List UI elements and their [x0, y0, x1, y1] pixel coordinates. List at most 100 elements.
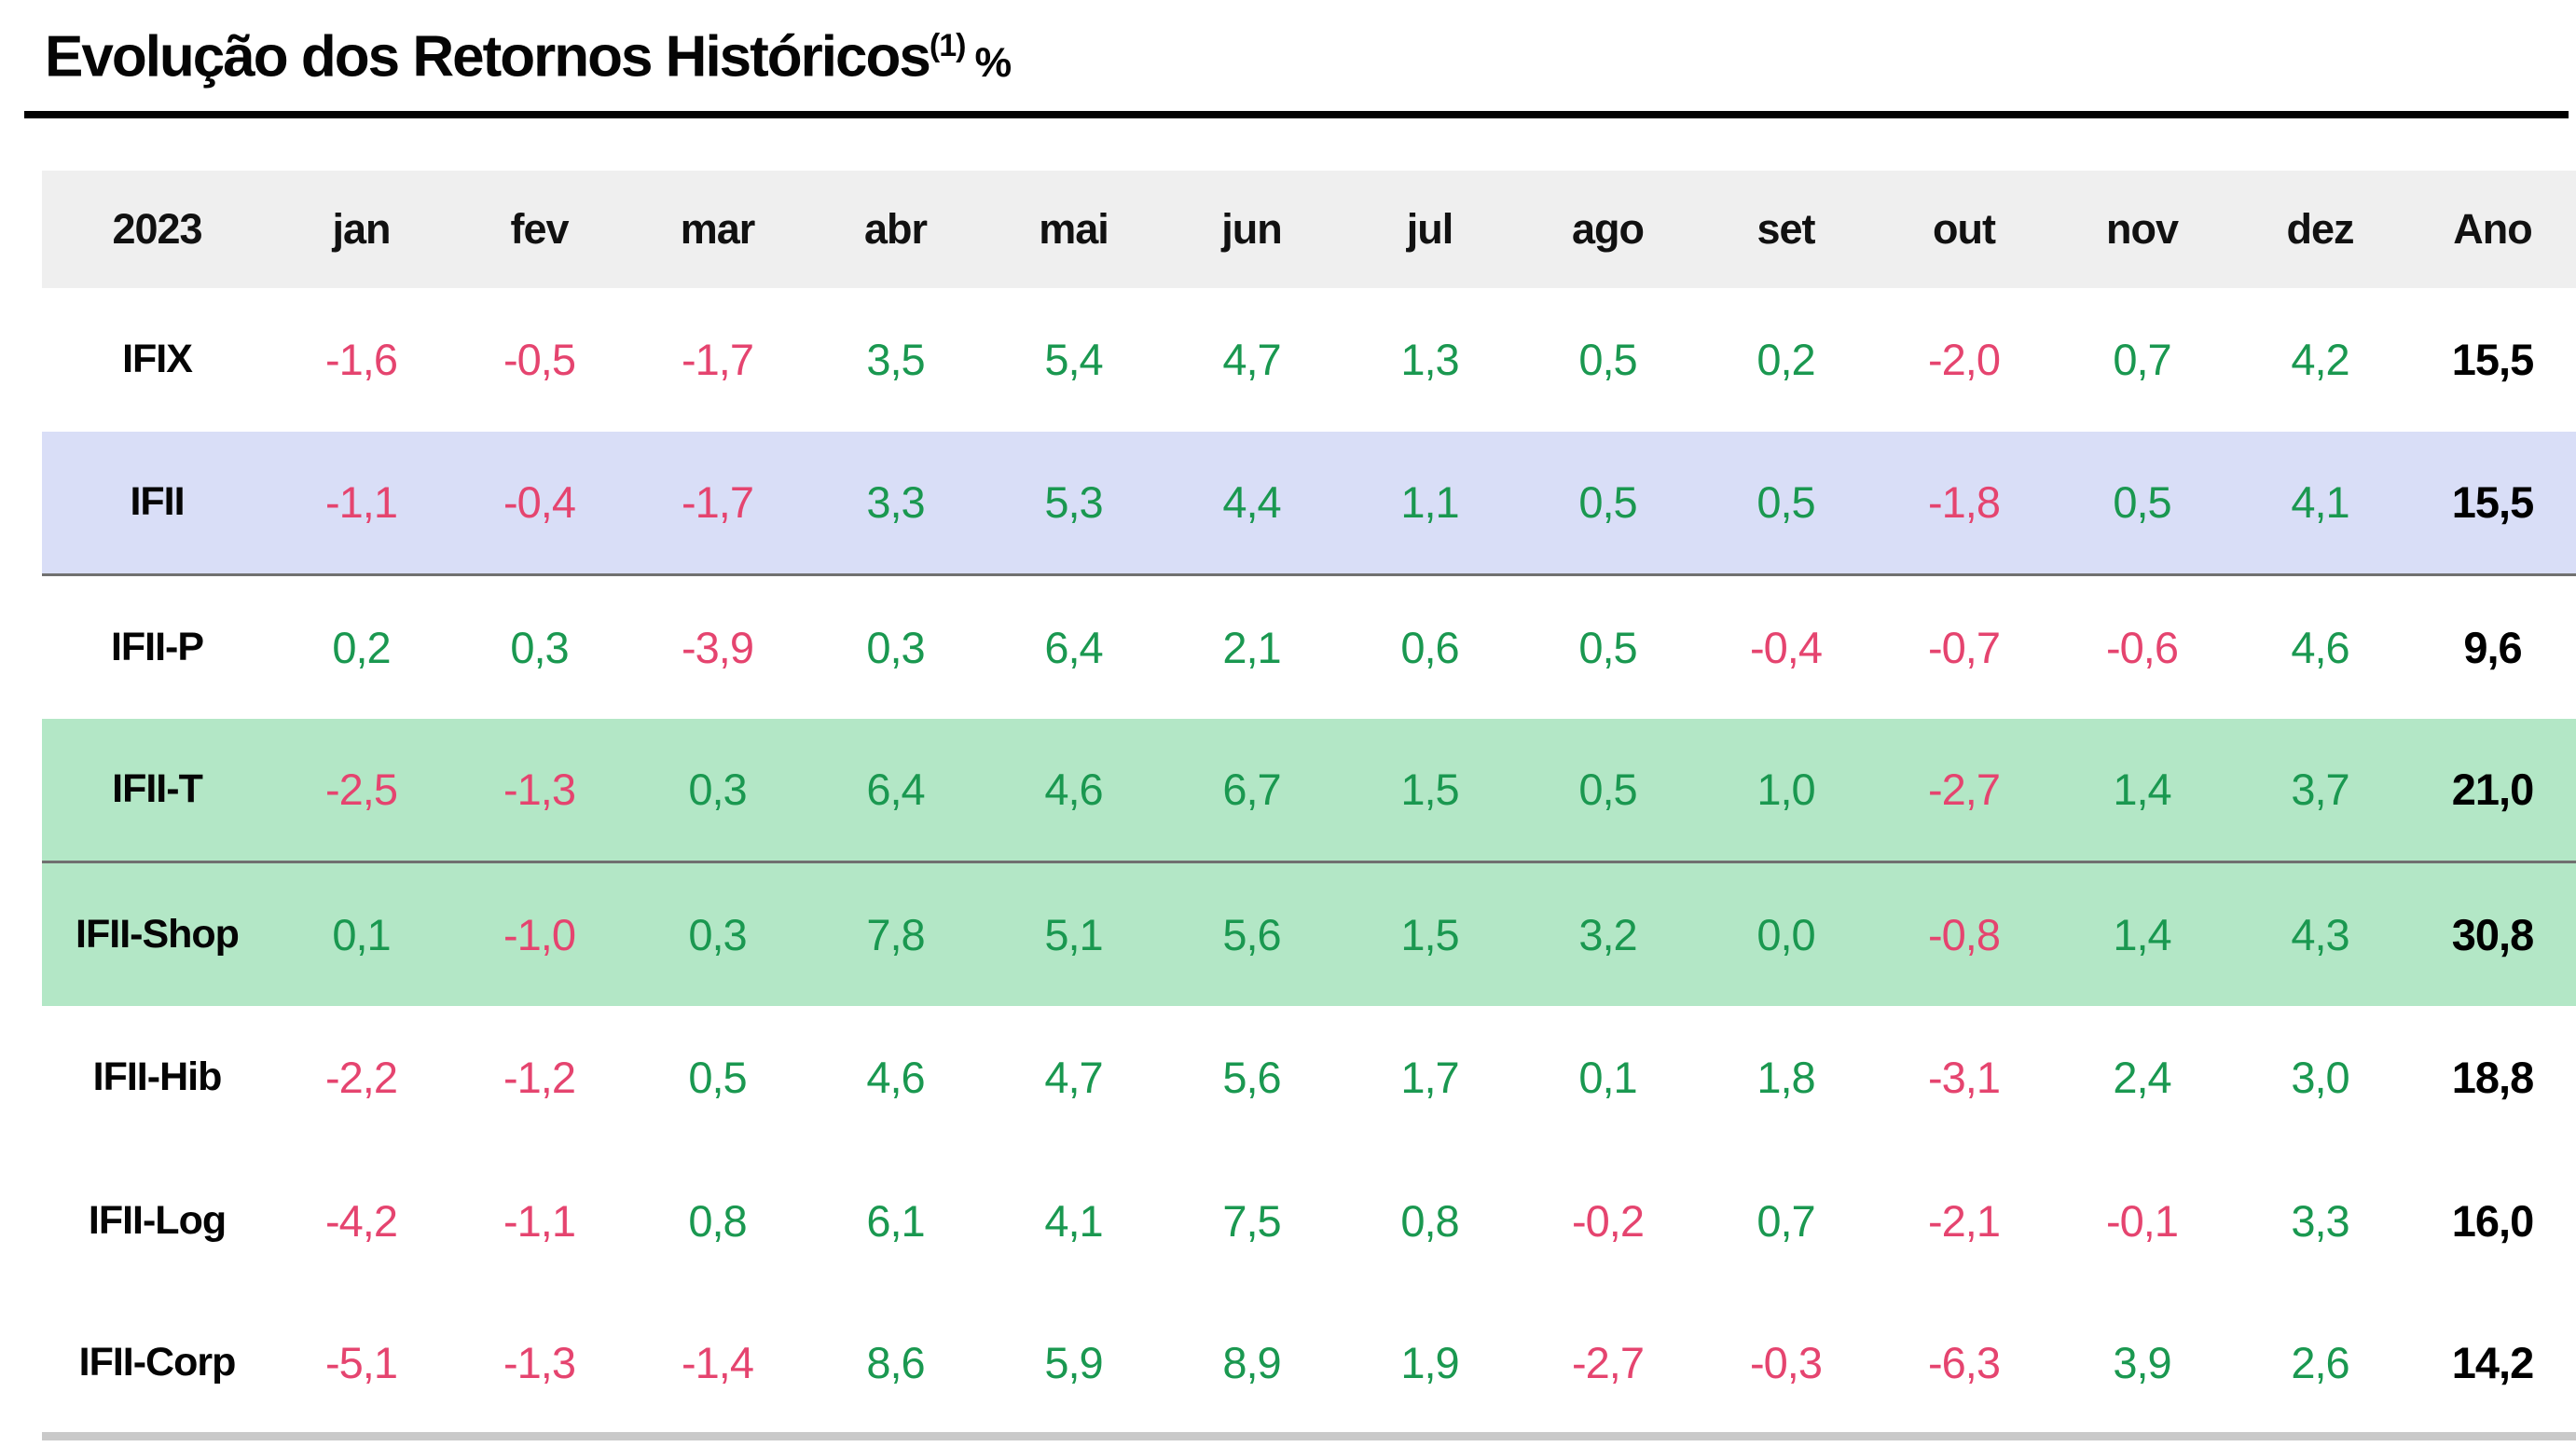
cell-monthly-return: -0,6	[2106, 622, 2179, 672]
cell-monthly-return: 0,7	[2113, 335, 2171, 385]
table-row: IFIX -1,6 -0,5 -1,7 3,5 5,4 4,7 1,3 0,5 0,2 -2,0 0,…	[42, 288, 2576, 432]
cell-annual-return: 16,0	[2451, 1196, 2534, 1247]
cell-annual-return: 18,8	[2451, 1053, 2534, 1103]
cell-monthly-return: -1,6	[325, 335, 398, 385]
row-label: IFII-Hib	[92, 1054, 223, 1100]
table-row: IFII-Corp -5,1 -1,3 -1,4 8,6 5,9 8,9 1,9 -2,7 -0,…	[42, 1293, 2576, 1437]
table-row: IFII-Log -4,2 -1,1 0,8 6,1 4,1 7,5 0,8 -0,2 0,7 -2…	[42, 1150, 2576, 1293]
row-label: IFII-Shop	[76, 911, 240, 957]
cell-monthly-return: 3,9	[2113, 1337, 2171, 1387]
column-header-year: 2023	[112, 204, 202, 253]
cell-monthly-return: 3,5	[866, 335, 925, 385]
cell-monthly-return: 4,1	[2291, 477, 2349, 528]
column-header-nov: nov	[2105, 204, 2179, 253]
cell-annual-return: 15,5	[2451, 477, 2534, 528]
cell-monthly-return: -1,1	[325, 477, 398, 528]
page: Evolução dos Retornos Históricos(1)% 202…	[0, 13, 2576, 1447]
cell-monthly-return: 0,3	[688, 765, 747, 815]
cell-monthly-return: -6,3	[1928, 1337, 2001, 1387]
cell-monthly-return: -0,5	[503, 335, 576, 385]
cell-monthly-return: 4,7	[1044, 1053, 1103, 1103]
cell-monthly-return: -0,4	[503, 477, 576, 528]
historical-returns-table: 2023 jan fev mar abr mai jun jul ago set…	[42, 170, 2576, 1441]
cell-monthly-return: -1,8	[1928, 477, 2001, 528]
column-header-dez: dez	[2286, 204, 2354, 253]
cell-monthly-return: 5,6	[1222, 1053, 1281, 1103]
table-row: IFII-P 0,2 0,3 -3,9 0,3 6,4 2,1 0,6 0,5 -0,4 -0,7 -…	[42, 575, 2576, 719]
cell-monthly-return: -1,0	[503, 909, 576, 959]
cell-monthly-return: -1,1	[503, 1196, 576, 1247]
cell-monthly-return: 0,0	[1756, 909, 1815, 959]
cell-monthly-return: -2,0	[1928, 335, 2001, 385]
cell-monthly-return: 0,3	[866, 622, 925, 672]
cell-annual-return: 30,8	[2451, 909, 2534, 959]
cell-monthly-return: 0,5	[1578, 477, 1637, 528]
cell-monthly-return: 1,1	[1400, 477, 1459, 528]
table-row: IFII-Hib -2,2 -1,2 0,5 4,6 4,7 5,6 1,7 0,1 1,8 -3,…	[42, 1006, 2576, 1150]
row-label: IFII-P	[110, 624, 204, 669]
cell-monthly-return: 6,4	[866, 765, 925, 815]
cell-monthly-return: 1,7	[1400, 1053, 1459, 1103]
cell-monthly-return: 2,4	[2113, 1053, 2171, 1103]
cell-monthly-return: -5,1	[325, 1337, 398, 1387]
cell-monthly-return: 4,6	[1044, 765, 1103, 815]
cell-monthly-return: 4,4	[1222, 477, 1281, 528]
cell-monthly-return: -2,7	[1572, 1337, 1645, 1387]
cell-monthly-return: 0,1	[1578, 1053, 1637, 1103]
cell-monthly-return: -1,4	[682, 1337, 754, 1387]
cell-monthly-return: 1,4	[2113, 765, 2171, 815]
column-header-jul: jul	[1406, 204, 1454, 253]
cell-monthly-return: 0,8	[1400, 1196, 1459, 1247]
cell-monthly-return: -1,7	[682, 335, 754, 385]
cell-annual-return: 15,5	[2451, 335, 2534, 385]
cell-monthly-return: 1,9	[1400, 1337, 1459, 1387]
cell-monthly-return: 5,6	[1222, 909, 1281, 959]
cell-monthly-return: 7,5	[1222, 1196, 1281, 1247]
cell-monthly-return: 4,7	[1222, 335, 1281, 385]
cell-monthly-return: 5,4	[1044, 335, 1103, 385]
cell-monthly-return: 2,6	[2291, 1337, 2349, 1387]
column-header-ago: ago	[1571, 204, 1645, 253]
cell-monthly-return: 0,3	[688, 909, 747, 959]
cell-monthly-return: -1,2	[503, 1053, 576, 1103]
cell-monthly-return: 1,8	[1756, 1053, 1815, 1103]
cell-monthly-return: 0,6	[1400, 622, 1459, 672]
cell-monthly-return: 3,7	[2291, 765, 2349, 815]
cell-monthly-return: -0,7	[1928, 622, 2001, 672]
cell-monthly-return: 3,3	[2291, 1196, 2349, 1247]
column-header-fev: fev	[510, 204, 569, 253]
cell-monthly-return: -0,1	[2106, 1196, 2179, 1247]
cell-monthly-return: 1,4	[2113, 909, 2171, 959]
cell-monthly-return: 2,1	[1222, 622, 1281, 672]
cell-monthly-return: -3,1	[1928, 1053, 2001, 1103]
cell-monthly-return: 3,0	[2291, 1053, 2349, 1103]
cell-monthly-return: -0,8	[1928, 909, 2001, 959]
column-header-out: out	[1933, 204, 1996, 253]
cell-annual-return: 14,2	[2451, 1337, 2534, 1387]
cell-annual-return: 21,0	[2451, 765, 2534, 815]
column-header-abr: abr	[863, 204, 928, 253]
cell-monthly-return: 6,7	[1222, 765, 1281, 815]
row-label: IFIX	[122, 337, 193, 382]
cell-monthly-return: 0,5	[1756, 477, 1815, 528]
cell-monthly-return: 1,5	[1400, 909, 1459, 959]
column-header-jun: jun	[1221, 204, 1282, 253]
cell-monthly-return: 0,1	[332, 909, 391, 959]
row-label: IFII-T	[112, 766, 203, 812]
cell-annual-return: 9,6	[2463, 622, 2522, 672]
cell-monthly-return: 3,3	[866, 477, 925, 528]
title-percent-sign: %	[974, 39, 1012, 86]
header-row: 2023 jan fev mar abr mai jun jul ago set…	[42, 170, 2576, 288]
cell-monthly-return: 5,3	[1044, 477, 1103, 528]
cell-monthly-return: 4,3	[2291, 909, 2349, 959]
title-underline	[24, 110, 2569, 118]
cell-monthly-return: 1,0	[1756, 765, 1815, 815]
column-header-mai: mai	[1039, 204, 1109, 253]
row-label: IFII-Log	[88, 1198, 227, 1244]
cell-monthly-return: -1,3	[503, 765, 576, 815]
cell-monthly-return: 4,6	[2291, 622, 2349, 672]
column-header-set: set	[1756, 204, 1815, 253]
cell-monthly-return: -4,2	[325, 1196, 398, 1247]
cell-monthly-return: 0,5	[1578, 765, 1637, 815]
table-row: IFII-Shop 0,1 -1,0 0,3 7,8 5,1 5,6 1,5 3,2 0,0 -0,…	[42, 861, 2576, 1006]
